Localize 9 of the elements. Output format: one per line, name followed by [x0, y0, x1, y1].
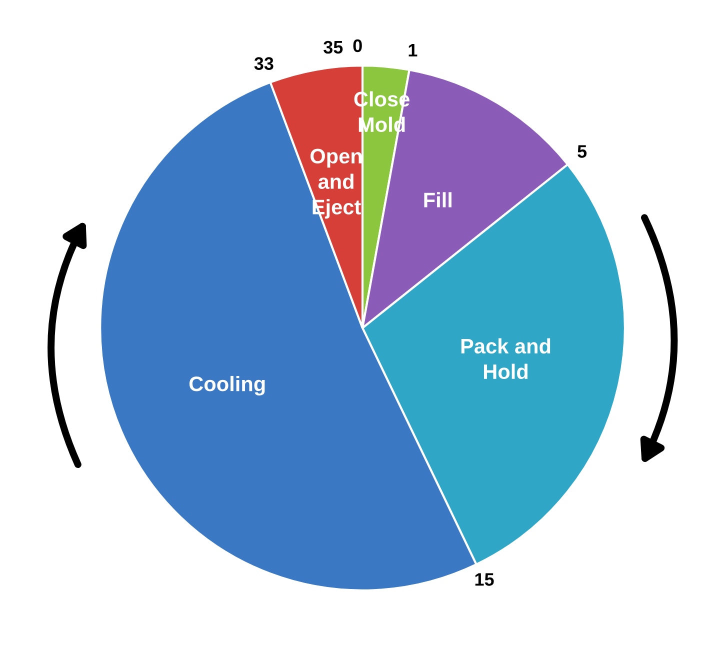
- text: 1: [408, 44, 418, 56]
- text: 15: [475, 573, 494, 586]
- text: 0: [353, 39, 362, 52]
- slice-label: Cooling: [189, 376, 265, 396]
- text: 33: [254, 57, 274, 70]
- text: 5: [578, 145, 587, 158]
- slice-label: Pack and Hold: [461, 338, 550, 380]
- slice-label: Fill: [424, 192, 452, 208]
- text: 35: [324, 40, 343, 54]
